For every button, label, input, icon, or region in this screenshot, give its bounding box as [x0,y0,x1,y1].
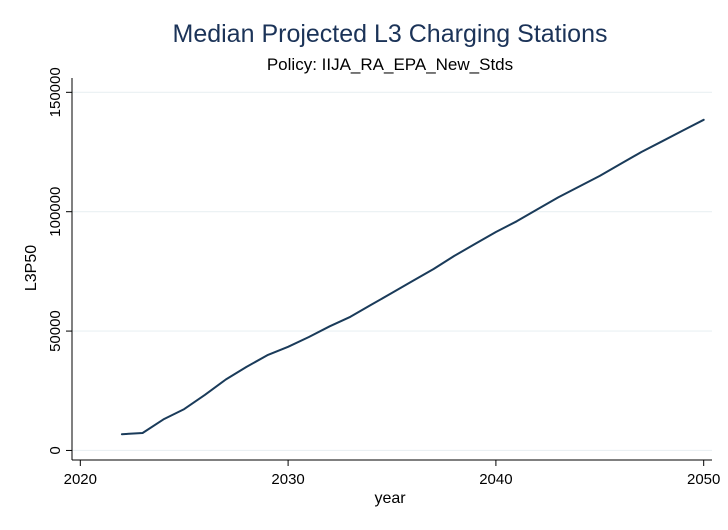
series-line-0 [120,118,705,436]
x-axis-label: year [374,490,406,507]
axes: 0 50000 100000 150000 2020 2030 2040 2050 [47,67,720,488]
y-tick-label-1: 50000 [47,310,64,352]
chart-subtitle: Policy: IIJA_RA_EPA_New_Stds [267,55,513,74]
grid-lines [72,91,712,452]
y-axis-label: L3P50 [23,245,40,291]
y-tick-label-2: 100000 [47,187,64,237]
y-tick-label-0: 0 [47,446,64,454]
y-tick-label-3: 150000 [47,67,64,117]
x-tick-label-0: 2020 [64,471,97,488]
series-layer [120,118,705,436]
x-tick-label-2: 2040 [479,471,512,488]
x-tick-label-3: 2050 [687,471,720,488]
chart-title: Median Projected L3 Charging Stations [173,20,608,48]
x-tick-label-1: 2030 [271,471,304,488]
